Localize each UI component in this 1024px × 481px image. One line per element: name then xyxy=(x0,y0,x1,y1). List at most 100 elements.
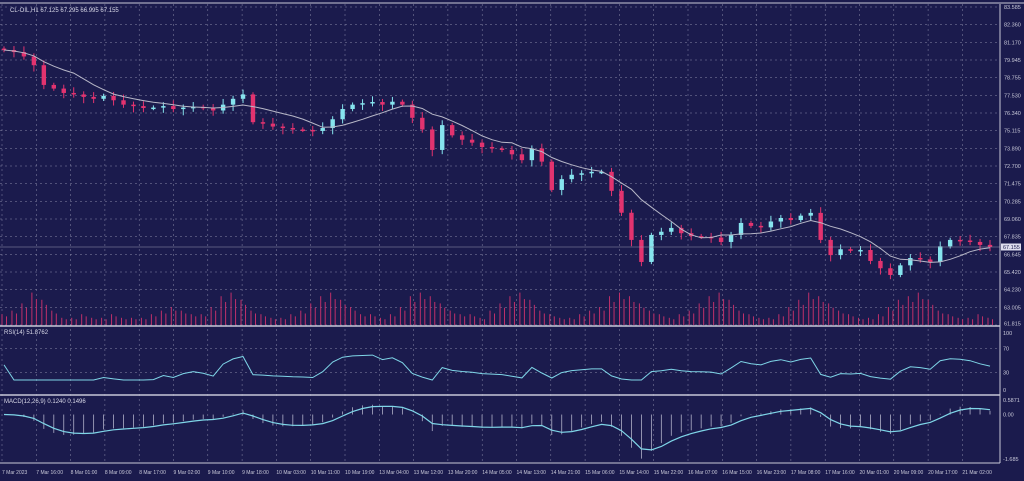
bear-candle xyxy=(1,48,7,51)
bear-candle xyxy=(300,129,305,131)
bull-candle xyxy=(360,103,365,105)
bear-candle xyxy=(210,108,216,111)
price-tick-label: 65.420 xyxy=(1004,270,1021,276)
rsi-tick-label: 70 xyxy=(1003,346,1009,352)
price-tick-label: 61.815 xyxy=(1004,322,1021,328)
macd-tick-label: 0.00 xyxy=(1003,413,1014,419)
bull-candle xyxy=(340,109,345,120)
bear-candle xyxy=(549,161,554,190)
price-tick-label: 78.755 xyxy=(1004,76,1021,82)
time-tick-label: 14 Mar 13:00 xyxy=(517,470,547,476)
rsi-tick-label: 100 xyxy=(1003,331,1012,337)
bear-candle xyxy=(679,227,684,234)
bear-candle xyxy=(31,56,37,66)
bull-candle xyxy=(390,101,395,105)
price-tick-label: 82.360 xyxy=(1004,23,1021,29)
bull-candle xyxy=(589,171,594,174)
bear-candle xyxy=(430,129,435,150)
time-tick-label: 8 Mar 09:00 xyxy=(105,470,132,476)
time-tick-label: 8 Mar 17:00 xyxy=(139,470,166,476)
bear-candle xyxy=(629,212,634,240)
bear-candle xyxy=(141,106,146,109)
bear-candle xyxy=(639,239,644,262)
bear-candle xyxy=(290,128,296,130)
bear-candle xyxy=(131,104,136,107)
price-tick-label: 67.835 xyxy=(1004,235,1021,241)
bear-candle xyxy=(609,171,614,191)
time-tick-label: 9 Mar 02:00 xyxy=(174,470,201,476)
time-tick-label: 20 Mar 01:00 xyxy=(860,470,890,476)
time-tick-label: 7 Mar 2023 xyxy=(2,470,28,476)
price-axis: 83.585 82.360 81.170 79.945 78.755 77.530 76.3… xyxy=(1004,5,1021,328)
bull-candle xyxy=(669,227,674,232)
bear-candle xyxy=(81,94,86,97)
bear-candle xyxy=(718,237,724,242)
bull-candle xyxy=(440,125,445,150)
current-price-label: 67.155 xyxy=(1003,245,1020,251)
bull-candle xyxy=(659,231,664,235)
bear-candle xyxy=(619,190,624,213)
bear-candle xyxy=(469,139,475,143)
macd-signal-line xyxy=(3,405,991,451)
bull-candle xyxy=(649,234,654,262)
time-tick-label: 8 Mar 01:00 xyxy=(71,470,98,476)
bull-candle xyxy=(599,171,604,174)
time-tick-label: 13 Mar 20:00 xyxy=(448,470,478,476)
time-tick-label: 20 Mar 09:00 xyxy=(894,470,924,476)
moving-average-line xyxy=(3,49,991,263)
bull-candle xyxy=(330,119,335,129)
bull-candle xyxy=(240,94,246,99)
time-tick-label: 13 Mar 12:00 xyxy=(414,470,444,476)
price-tick-label: 77.530 xyxy=(1004,93,1021,99)
bear-candle xyxy=(479,142,485,148)
price-tick-label: 63.005 xyxy=(1004,305,1021,311)
time-tick-label: 10 Mar 11:00 xyxy=(311,470,340,476)
bear-candle xyxy=(61,88,66,93)
time-axis: 7 Mar 2023 7 Mar 16:00 8 Mar 01:00 8 Mar 09… xyxy=(2,470,992,476)
rsi-line xyxy=(3,354,991,381)
bear-candle xyxy=(400,101,405,105)
bear-candle xyxy=(111,95,116,101)
bear-candle xyxy=(410,104,415,118)
bull-candle xyxy=(529,148,535,161)
time-tick-label: 10 Mar 19:00 xyxy=(345,470,375,476)
time-tick-label: 14 Mar 21:00 xyxy=(551,470,581,476)
bear-candle xyxy=(698,236,704,238)
bull-candle xyxy=(778,218,784,222)
bull-candle xyxy=(191,106,196,109)
bear-candle xyxy=(270,123,276,127)
bear-candle xyxy=(868,249,873,261)
bear-candle xyxy=(459,135,465,140)
bear-candle xyxy=(91,96,96,99)
bear-candle xyxy=(918,258,923,260)
bear-candle xyxy=(987,244,993,247)
bull-candle xyxy=(898,265,903,275)
time-tick-label: 7 Mar 16:00 xyxy=(36,470,63,476)
bull-candle xyxy=(938,246,943,262)
bear-candle xyxy=(788,218,794,221)
time-tick-label: 9 Mar 18:00 xyxy=(242,470,269,476)
price-tick-label: 64.230 xyxy=(1004,288,1021,294)
bull-candle xyxy=(181,107,186,110)
bear-candle xyxy=(878,260,883,269)
time-tick-label: 10 Mar 03:00 xyxy=(276,470,306,476)
time-tick-label: 16 Mar 07:00 xyxy=(688,470,718,476)
bull-candle xyxy=(350,104,355,110)
bear-candle xyxy=(509,149,515,155)
bull-candle xyxy=(161,106,166,108)
time-tick-label: 17 Mar 08:00 xyxy=(791,470,821,476)
bear-candle xyxy=(499,148,505,150)
bear-candle xyxy=(380,102,385,105)
candles xyxy=(1,46,993,280)
bull-candle xyxy=(798,215,803,221)
macd-tick-label: -1.685 xyxy=(1003,457,1019,463)
bear-candle xyxy=(310,129,315,132)
macd-label: MACD(12,26,9) 0.1240 0.1496 xyxy=(4,399,86,405)
bull-candle xyxy=(101,95,106,99)
time-tick-label: 16 Mar 15:00 xyxy=(722,470,752,476)
bear-candle xyxy=(967,240,973,242)
bull-candle xyxy=(320,128,325,131)
macd-panel: 0.5871 0.00 -1.685 xyxy=(3,398,1020,463)
